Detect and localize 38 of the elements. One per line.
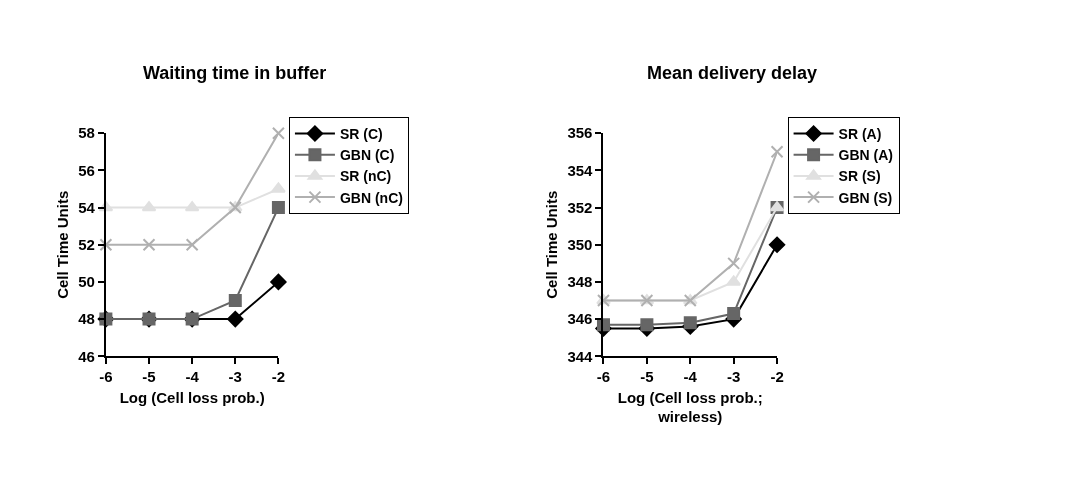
y-tick-label: 348 <box>567 273 593 291</box>
chart-title: Mean delivery delay <box>647 63 818 83</box>
legend-label: GBN (S) <box>838 189 893 206</box>
y-tick-label: 356 <box>567 124 593 142</box>
x-tick-label: -2 <box>770 368 784 386</box>
x-axis-title: Log (Cell loss prob.) <box>119 388 265 406</box>
y-axis-title: Cell Time Units <box>543 190 561 299</box>
x-tick-label: -4 <box>185 368 200 386</box>
legend-label: SR (C) <box>339 125 383 142</box>
y-tick-label: 50 <box>78 273 95 291</box>
x-tick-label: -4 <box>683 368 698 386</box>
y-tick-label: 48 <box>78 310 95 328</box>
y-tick-label: 54 <box>78 198 96 216</box>
chart-title: Waiting time in buffer <box>143 63 327 83</box>
y-tick-label: 344 <box>567 347 594 365</box>
legend-label: GBN (C) <box>339 147 395 164</box>
y-tick-label: 52 <box>78 236 95 253</box>
y-tick-label: 354 <box>567 161 594 179</box>
y-axis-title: Cell Time Units <box>53 190 71 299</box>
x-tick-label: -3 <box>228 368 242 386</box>
legend-label: SR (nC) <box>339 168 392 185</box>
x-axis-title: Log (Cell loss prob.; wireless) <box>617 388 763 426</box>
legend-label: GBN (A) <box>838 147 894 164</box>
y-tick-label: 350 <box>567 236 593 253</box>
y-tick-label: 352 <box>567 198 593 216</box>
y-tick-label: 46 <box>78 347 95 365</box>
legend-label: SR (A) <box>838 125 882 142</box>
x-tick-label: -3 <box>727 368 741 386</box>
y-tick-label: 58 <box>78 124 95 142</box>
y-tick-label: 56 <box>78 161 95 179</box>
x-tick-label: -5 <box>142 368 156 386</box>
legend-label: GBN (nC) <box>339 189 403 206</box>
x-tick-label: -5 <box>640 368 654 386</box>
x-tick-label: -6 <box>99 368 113 386</box>
x-tick-label: -2 <box>271 368 286 386</box>
x-tick-label: -6 <box>596 368 611 386</box>
legend-label: SR (S) <box>838 168 881 185</box>
y-tick-label: 346 <box>567 310 593 328</box>
